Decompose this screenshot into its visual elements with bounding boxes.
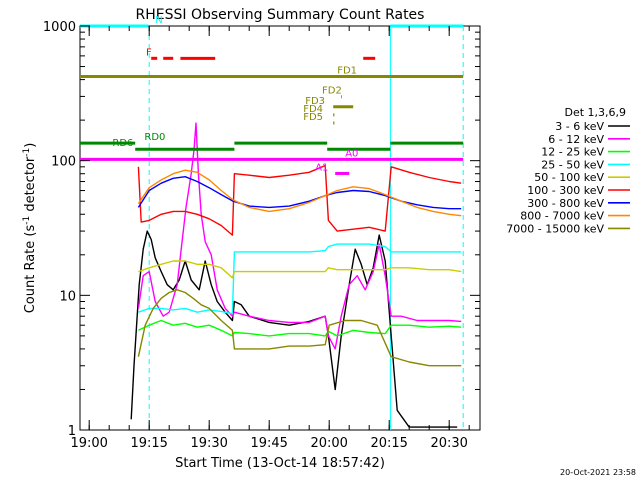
legend-label-1: 6 - 12 keV xyxy=(548,133,604,146)
legend-label-0: 3 - 6 keV xyxy=(555,120,604,133)
legend-label-2: 12 - 25 keV xyxy=(541,146,604,159)
state-label-10: A1 xyxy=(315,162,328,173)
legend-label-7: 800 - 7000 keV xyxy=(520,210,604,223)
y-tick-label-2: 100 xyxy=(51,155,76,170)
x-tick-label-6: 20:30 xyxy=(430,436,467,451)
x-tick-label-1: 19:15 xyxy=(130,436,167,451)
x-tick-label-0: 19:00 xyxy=(70,436,107,451)
series-line-4 xyxy=(138,260,462,279)
state-label-0: N xyxy=(155,15,162,26)
x-tick-label-2: 19:30 xyxy=(190,436,227,451)
y-axis-label-main: Count Rate (s xyxy=(23,225,38,314)
y-axis-label: Count Rate (s-1 detector-1) xyxy=(22,143,38,314)
legend-label-5: 100 - 300 keV xyxy=(527,184,604,197)
series-line-1 xyxy=(137,122,462,350)
series-line-2 xyxy=(138,319,462,337)
x-axis-label: Start Time (13-Oct-14 18:57:42) xyxy=(175,456,385,471)
x-tick-label-5: 20:15 xyxy=(370,436,407,451)
state-label-1: F xyxy=(146,47,152,58)
state-label-5: FD4 xyxy=(303,104,323,115)
series-line-3 xyxy=(138,243,462,315)
y-axis-label-mid: detector xyxy=(23,156,38,216)
y-tick-label-0: 1 xyxy=(68,424,76,439)
series-line-5 xyxy=(137,164,462,236)
series-line-8 xyxy=(137,289,462,367)
series-line-6 xyxy=(137,176,462,210)
legend-label-8: 7000 - 15000 keV xyxy=(506,222,604,235)
y-axis-label-end: ) xyxy=(23,143,38,148)
legend-label-4: 50 - 100 keV xyxy=(534,171,604,184)
state-label-3: FD2 xyxy=(322,86,342,97)
legend-title: Det 1,3,6,9 xyxy=(564,106,626,119)
legend-label-6: 300 - 800 keV xyxy=(527,197,604,210)
state-label-6: FD5 xyxy=(303,112,323,123)
y-axis-label-sup1: -1 xyxy=(22,216,32,225)
y-axis-label-sup2: -1 xyxy=(22,148,32,157)
y-tick-label-1: 10 xyxy=(59,289,76,304)
x-tick-label-4: 20:00 xyxy=(310,436,347,451)
state-label-8: RD6 xyxy=(112,138,133,149)
chart-title: RHESSI Observing Summary Count Rates xyxy=(136,7,425,23)
state-label-7: RD0 xyxy=(144,132,165,143)
y-tick-label-3: 1000 xyxy=(43,20,76,35)
state-label-9: A0 xyxy=(345,148,358,159)
state-label-4: FD3 xyxy=(305,96,325,107)
plot-frame xyxy=(79,25,481,431)
series-line-7 xyxy=(137,169,462,217)
state-label-2: FD1 xyxy=(337,66,357,77)
x-tick-label-3: 19:45 xyxy=(250,436,287,451)
date-stamp: 20-Oct-2021 23:58 xyxy=(560,468,636,477)
series-line-0 xyxy=(130,230,458,428)
legend-label-3: 25 - 50 keV xyxy=(541,158,604,171)
